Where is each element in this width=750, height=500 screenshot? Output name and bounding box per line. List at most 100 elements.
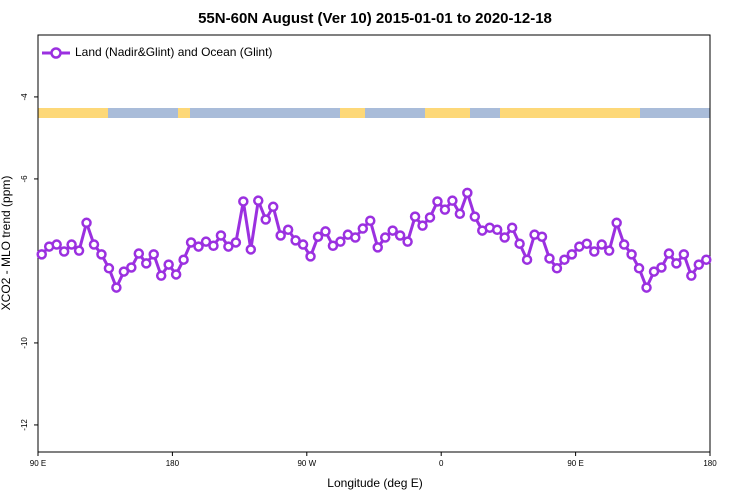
- data-point: [58, 246, 70, 257]
- data-point: [693, 259, 705, 270]
- data-point: [365, 215, 376, 226]
- data-point: [559, 254, 570, 265]
- x-tick-label: 90 E: [567, 459, 583, 468]
- data-point: [372, 242, 383, 253]
- data-point: [447, 195, 458, 206]
- y-axis-label: XCO2 - MLO trend (ppm): [0, 176, 13, 311]
- map-strip: [38, 108, 710, 118]
- data-point: [566, 249, 578, 260]
- data-point: [88, 239, 100, 250]
- data-point: [402, 236, 413, 247]
- data-point: [491, 224, 503, 236]
- data-point: [290, 235, 301, 246]
- chart-title: 55N-60N August (Ver 10) 2015-01-01 to 20…: [198, 10, 552, 27]
- x-tick-label: 0: [439, 459, 444, 468]
- data-point: [626, 249, 637, 260]
- data-point: [81, 217, 92, 229]
- data-point: [223, 241, 234, 252]
- x-tick-label: 180: [166, 459, 180, 468]
- data-point: [267, 201, 279, 213]
- data-point: [701, 254, 712, 265]
- data-point: [432, 196, 443, 207]
- data-point: [185, 237, 197, 248]
- data-point: [611, 217, 622, 229]
- data-point: [320, 226, 331, 237]
- data-point: [686, 270, 697, 281]
- y-tick-label: -12: [20, 419, 29, 431]
- data-point: [155, 270, 167, 281]
- data-point: [96, 249, 107, 260]
- data-point: [417, 220, 428, 231]
- data-point: [170, 269, 182, 280]
- data-point: [641, 282, 652, 293]
- data-point: [506, 222, 518, 233]
- data-point: [350, 232, 361, 243]
- data-point: [51, 239, 62, 250]
- data-point: [462, 187, 473, 199]
- data-point: [118, 266, 130, 277]
- data-point: [163, 259, 174, 270]
- data-point: [424, 212, 436, 223]
- data-point: [148, 249, 159, 260]
- data-point: [603, 245, 615, 256]
- data-point: [454, 208, 466, 220]
- data-point: [678, 249, 690, 260]
- data-point: [215, 230, 227, 241]
- y-tick-label: -4: [20, 93, 29, 101]
- data-point: [387, 225, 398, 236]
- data-point: [589, 246, 600, 257]
- data-point: [327, 240, 339, 252]
- data-point: [521, 254, 533, 265]
- data-point: [536, 231, 548, 242]
- data-point: [648, 266, 660, 277]
- data-point: [581, 238, 593, 249]
- data-point: [200, 236, 212, 247]
- data-point: [253, 195, 264, 206]
- data-point: [282, 224, 294, 236]
- data-point: [618, 239, 630, 250]
- data-point: [275, 230, 286, 241]
- data-point: [111, 282, 122, 293]
- plot-frame: [37, 34, 711, 453]
- data-point: [544, 253, 555, 264]
- data-point: [36, 249, 47, 260]
- data-point: [141, 258, 152, 269]
- data-point: [633, 263, 645, 274]
- legend-marker: [50, 47, 62, 59]
- data-point: [312, 231, 324, 242]
- data-point: [409, 211, 421, 222]
- data-point: [297, 239, 309, 250]
- data-point: [66, 239, 77, 250]
- x-axis-label: Longitude (deg E): [327, 476, 422, 490]
- data-point: [514, 238, 525, 249]
- data-point: [238, 196, 249, 207]
- data-point: [126, 262, 137, 273]
- data-point: [671, 258, 682, 269]
- data-point: [596, 239, 607, 250]
- data-point: [208, 240, 219, 252]
- data-point: [230, 237, 242, 248]
- data-point: [379, 232, 391, 243]
- data-point: [193, 241, 204, 252]
- data-point: [357, 223, 369, 234]
- x-tick-label: 90 E: [30, 459, 46, 468]
- y-tick-label: -10: [20, 337, 29, 349]
- x-tick-label: 90 W: [297, 459, 316, 468]
- data-point: [394, 230, 406, 241]
- data-point: [245, 244, 257, 255]
- data-point: [305, 251, 316, 262]
- x-tick-label: 180: [703, 459, 717, 468]
- data-point: [133, 248, 145, 259]
- data-point: [73, 245, 85, 256]
- data-point: [260, 214, 271, 225]
- data-point: [469, 211, 481, 222]
- y-tick-label: -6: [20, 175, 29, 183]
- legend-label: Land (Nadir&Glint) and Ocean (Glint): [75, 45, 272, 59]
- data-point: [103, 263, 115, 274]
- data-point: [439, 204, 451, 215]
- data-point: [656, 262, 667, 273]
- data-point: [551, 263, 563, 274]
- data-point: [335, 236, 346, 247]
- data-point: [499, 232, 510, 243]
